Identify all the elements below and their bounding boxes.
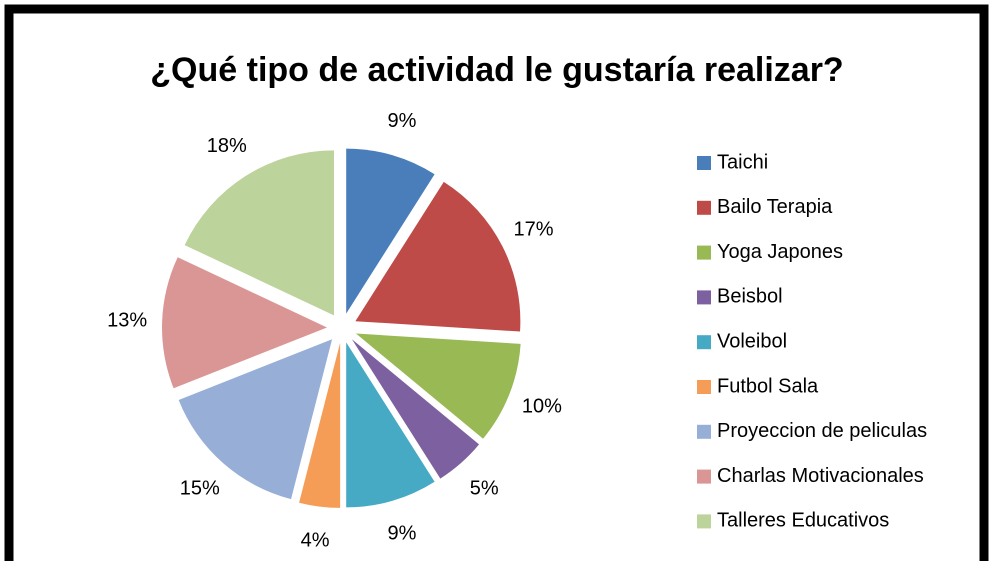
- pie-slice: [162, 257, 328, 389]
- legend-swatch: [697, 424, 711, 439]
- frame: [4, 4, 989, 566]
- legend-label: Taichi: [717, 151, 768, 173]
- data-label: 9%: [388, 523, 417, 545]
- legend-swatch: [697, 335, 711, 350]
- legend-label: Futbol Sala: [717, 375, 819, 397]
- data-label: 10%: [522, 395, 562, 417]
- legend-swatch: [697, 290, 711, 305]
- legend-label: Proyeccion de peliculas: [717, 420, 927, 442]
- data-label: 13%: [107, 310, 147, 332]
- data-label: 15%: [180, 478, 220, 500]
- legend-swatch: [697, 200, 711, 215]
- data-label: 9%: [388, 110, 417, 132]
- legend-label: Beisbol: [717, 286, 783, 308]
- data-label: 17%: [514, 219, 554, 241]
- pie-slice: [299, 342, 341, 508]
- pie-slice: [178, 339, 333, 500]
- legend-label: Bailo Terapia: [717, 196, 833, 218]
- legend-swatch: [697, 245, 711, 260]
- data-label: 4%: [301, 530, 330, 552]
- data-label: 5%: [470, 478, 499, 500]
- legend-swatch: [697, 514, 711, 529]
- legend-label: Voleibol: [717, 330, 787, 352]
- legend-label: Yoga Japones: [717, 241, 843, 263]
- data-label: 18%: [207, 135, 247, 157]
- legend-label: Charlas Motivacionales: [717, 465, 924, 487]
- pie-slice: [346, 342, 435, 508]
- pie-slice: [355, 181, 521, 332]
- legend-swatch: [697, 380, 711, 394]
- legend-label: Talleres Educativos: [717, 510, 889, 532]
- pie-slice: [184, 150, 334, 316]
- pie-slice: [355, 333, 521, 439]
- pie-slice: [351, 339, 480, 479]
- legend-swatch: [697, 156, 711, 170]
- legend-swatch: [697, 469, 711, 484]
- chart-title: ¿Qué tipo de actividad le gustaría reali…: [150, 51, 843, 89]
- pie-slice: [346, 148, 435, 314]
